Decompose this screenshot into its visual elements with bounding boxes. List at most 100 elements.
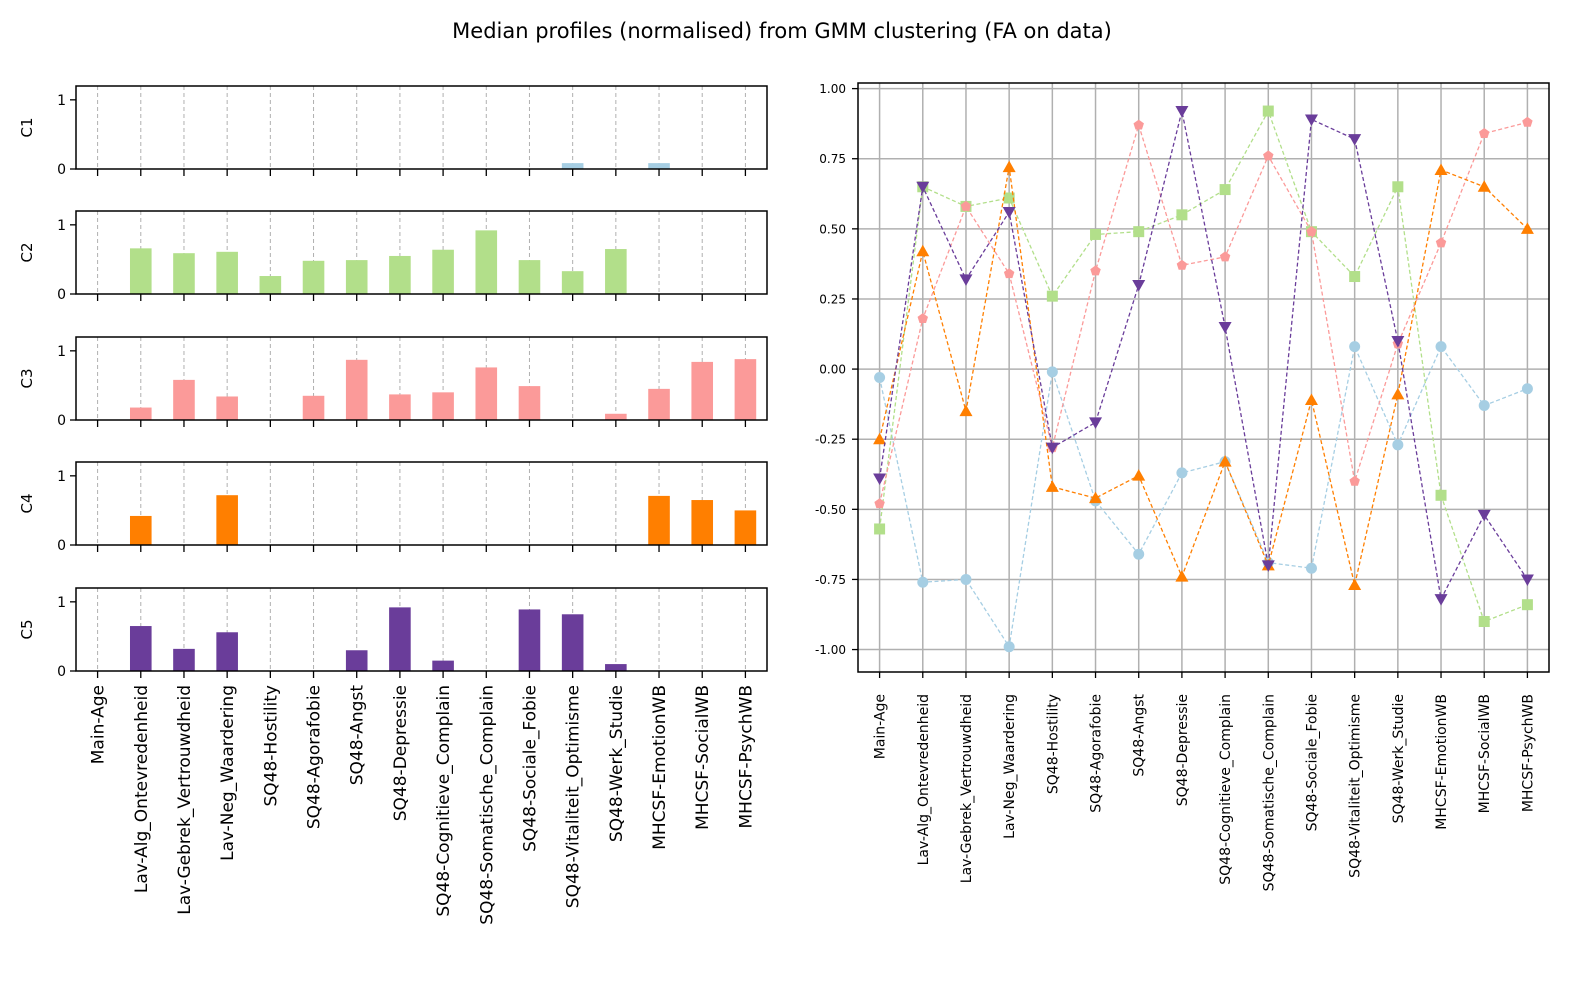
panel-ylabel-c5: C5 [18, 619, 36, 639]
y-tick-label: -0.50 [815, 503, 846, 517]
bar-c4-1 [129, 515, 152, 545]
point-c5-2 [959, 274, 973, 286]
bar-panel-c1: 0 1 C1 [18, 85, 768, 178]
bar-c2-6 [345, 260, 368, 294]
x-category-label: SQ48-Angst [348, 685, 368, 786]
bar-c3-13 [648, 388, 670, 420]
point-c4-12 [1391, 387, 1405, 400]
series-line-c3 [878, 121, 1528, 504]
bar-c3-14 [691, 361, 714, 420]
bar-c2-10 [518, 260, 541, 294]
y-tick-label: 0.50 [819, 222, 846, 236]
point-c2-14 [1478, 616, 1490, 628]
point-c1-7 [1176, 467, 1188, 479]
line-series-c2 [874, 105, 1533, 628]
bar-c3-7 [389, 394, 411, 420]
point-c3-10 [1306, 226, 1317, 237]
line-series-c4 [873, 160, 1534, 591]
point-c5-1 [916, 181, 930, 194]
point-c2-6 [1133, 226, 1145, 238]
series-line-c1 [878, 344, 1528, 649]
bar-c2-1 [129, 248, 152, 294]
bar-c3-2 [173, 379, 195, 420]
y-tick-label: -0.75 [815, 573, 846, 587]
bar-c5-8 [432, 660, 454, 671]
point-c4-7 [1175, 570, 1189, 582]
point-c1-4 [1046, 366, 1058, 378]
point-c3-7 [1176, 259, 1188, 270]
bar-c5-11 [561, 614, 584, 671]
point-c5-12 [1391, 336, 1405, 348]
point-c5-11 [1348, 134, 1362, 146]
x-category-label: Lav-Alg_Ontevredenheid [132, 685, 152, 893]
bar-c5-10 [518, 609, 541, 671]
y-tick-label: 1 [57, 93, 66, 109]
line-series-c5 [873, 106, 1534, 606]
x-category-label: Main-Age [89, 685, 109, 764]
bar-c3-15 [734, 359, 757, 420]
point-c1-14 [1478, 400, 1490, 412]
y-tick-label: 0 [57, 413, 66, 429]
bar-c5-6 [345, 650, 368, 671]
y-tick-label: 1 [57, 469, 66, 485]
bar-c2-5 [302, 260, 325, 294]
bar-c3-3 [216, 396, 238, 420]
point-c5-9 [1261, 560, 1275, 572]
panel-ylabel-c2: C2 [18, 242, 36, 262]
bar-c3-6 [345, 359, 368, 420]
point-c1-15 [1521, 383, 1533, 395]
point-c3-8 [1219, 251, 1231, 262]
bar-panel-c4: 0 1 C4 [18, 461, 768, 554]
point-c3-13 [1435, 237, 1447, 248]
y-tick-label: 0 [57, 162, 66, 178]
panel-frame [75, 461, 768, 546]
point-c5-13 [1434, 594, 1448, 606]
x-category-label: SQ48-Cognitieve_Complain [434, 685, 454, 917]
bar-panel-c2: 0 1 C2 [18, 210, 768, 303]
x-category-label: SQ48-Angst [1132, 693, 1148, 776]
bar-c4-3 [216, 495, 238, 545]
point-c2-11 [1349, 271, 1361, 283]
point-c4-1 [916, 244, 930, 257]
series-line-c5 [878, 110, 1528, 602]
point-c4-0 [873, 432, 887, 445]
bar-c5-3 [216, 632, 238, 671]
point-c1-2 [960, 573, 972, 585]
point-c5-3 [1002, 207, 1016, 219]
bar-c4-15 [734, 510, 757, 545]
point-c3-9 [1263, 150, 1274, 161]
panel-frame [75, 336, 768, 421]
point-c2-4 [1046, 290, 1058, 302]
point-c4-2 [959, 404, 973, 417]
x-category-label: MHCSF-EmotionWB [1434, 694, 1450, 830]
bar-c2-12 [605, 249, 627, 294]
point-c3-3 [1003, 268, 1015, 279]
point-c4-14 [1477, 180, 1491, 192]
bar-c2-4 [259, 276, 282, 294]
x-category-label: Lav-Neg_Waardering [1002, 694, 1018, 839]
bar-c5-1 [129, 626, 152, 671]
panel-ylabel-c1: C1 [18, 117, 36, 137]
series-line-c2 [878, 109, 1528, 623]
point-c3-15 [1522, 116, 1533, 127]
x-category-label: SQ48-Somatische_Complain [1261, 694, 1277, 891]
point-c1-0 [874, 372, 886, 383]
y-tick-label: 1 [57, 344, 66, 360]
bar-panel-c5: 0 1 C5 [18, 587, 768, 680]
y-tick-label: -1.00 [815, 643, 846, 657]
bar-c3-5 [302, 395, 325, 420]
point-c2-0 [874, 523, 886, 535]
bar-c3-12 [605, 413, 627, 420]
x-category-label: SQ48-Cognitieve_Complain [1218, 694, 1234, 885]
panel-frame [75, 85, 768, 170]
x-category-label: SQ48-Depressie [391, 685, 411, 821]
cluster-profile-line-chart: -1.00 -0.75 -0.50 -0.25 0.00 0.25 0.50 0.75 1.00… [815, 82, 1550, 891]
x-category-label: Lav-Alg_Ontevredenheid [916, 694, 932, 865]
x-category-label: Lav-Neg_Waardering [218, 685, 238, 861]
series-line-c4 [878, 167, 1528, 586]
point-c2-13 [1435, 489, 1447, 501]
point-c4-8 [1218, 455, 1232, 467]
point-c4-13 [1434, 163, 1448, 175]
x-category-label: MHCSF-SocialWB [1477, 694, 1493, 813]
